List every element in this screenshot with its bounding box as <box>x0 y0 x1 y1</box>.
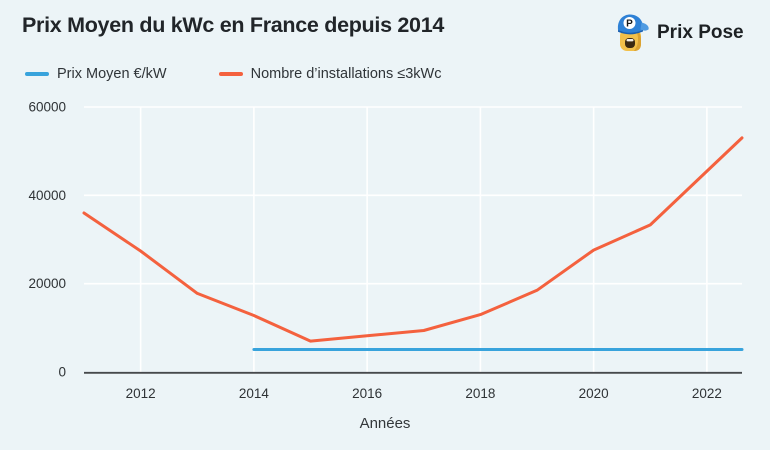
x-axis-title: Années <box>359 415 411 432</box>
logo-cap-edge <box>618 29 643 34</box>
logo-badge-glyph: P <box>626 18 633 29</box>
y-tick-label-40000: 40000 <box>28 188 66 203</box>
prix-pose-logo-icon: P <box>617 14 649 51</box>
x-tick-label-2012: 2012 <box>126 386 156 401</box>
page-title: Prix Moyen du kWc en France depuis 2014 <box>22 13 445 37</box>
y-tick-label-0: 0 <box>58 365 66 380</box>
logo-badge <box>623 16 636 29</box>
legend: Prix Moyen €/kW Nombre d’installations ≤… <box>25 66 441 82</box>
legend-swatch-prix-moyen <box>25 72 49 76</box>
legend-item-installations[interactable]: Nombre d’installations ≤3kWc <box>218 66 442 82</box>
x-tick-label-2020: 2020 <box>579 386 609 401</box>
x-tick-label-2022: 2022 <box>692 386 722 401</box>
brand: P Prix Pose <box>612 11 744 55</box>
x-tick-label-2016: 2016 <box>352 386 382 401</box>
logo-face-shade <box>634 29 641 51</box>
y-tick-label-60000: 60000 <box>28 100 66 115</box>
legend-item-prix-moyen[interactable]: Prix Moyen €/kW <box>25 66 167 82</box>
x-tick-label-2014: 2014 <box>239 386 270 401</box>
brand-name: Prix Pose <box>657 22 744 43</box>
x-tick-label-2018: 2018 <box>465 386 495 401</box>
logo-cap-brim <box>640 22 649 31</box>
series-line-1 <box>82 136 744 343</box>
legend-label-installations: Nombre d’installations ≤3kWc <box>250 66 442 82</box>
logo-teeth <box>626 38 634 41</box>
legend-label-prix-moyen: Prix Moyen €/kW <box>57 66 167 82</box>
legend-swatch-installations <box>218 72 243 76</box>
y-tick-label-20000: 20000 <box>28 276 66 291</box>
